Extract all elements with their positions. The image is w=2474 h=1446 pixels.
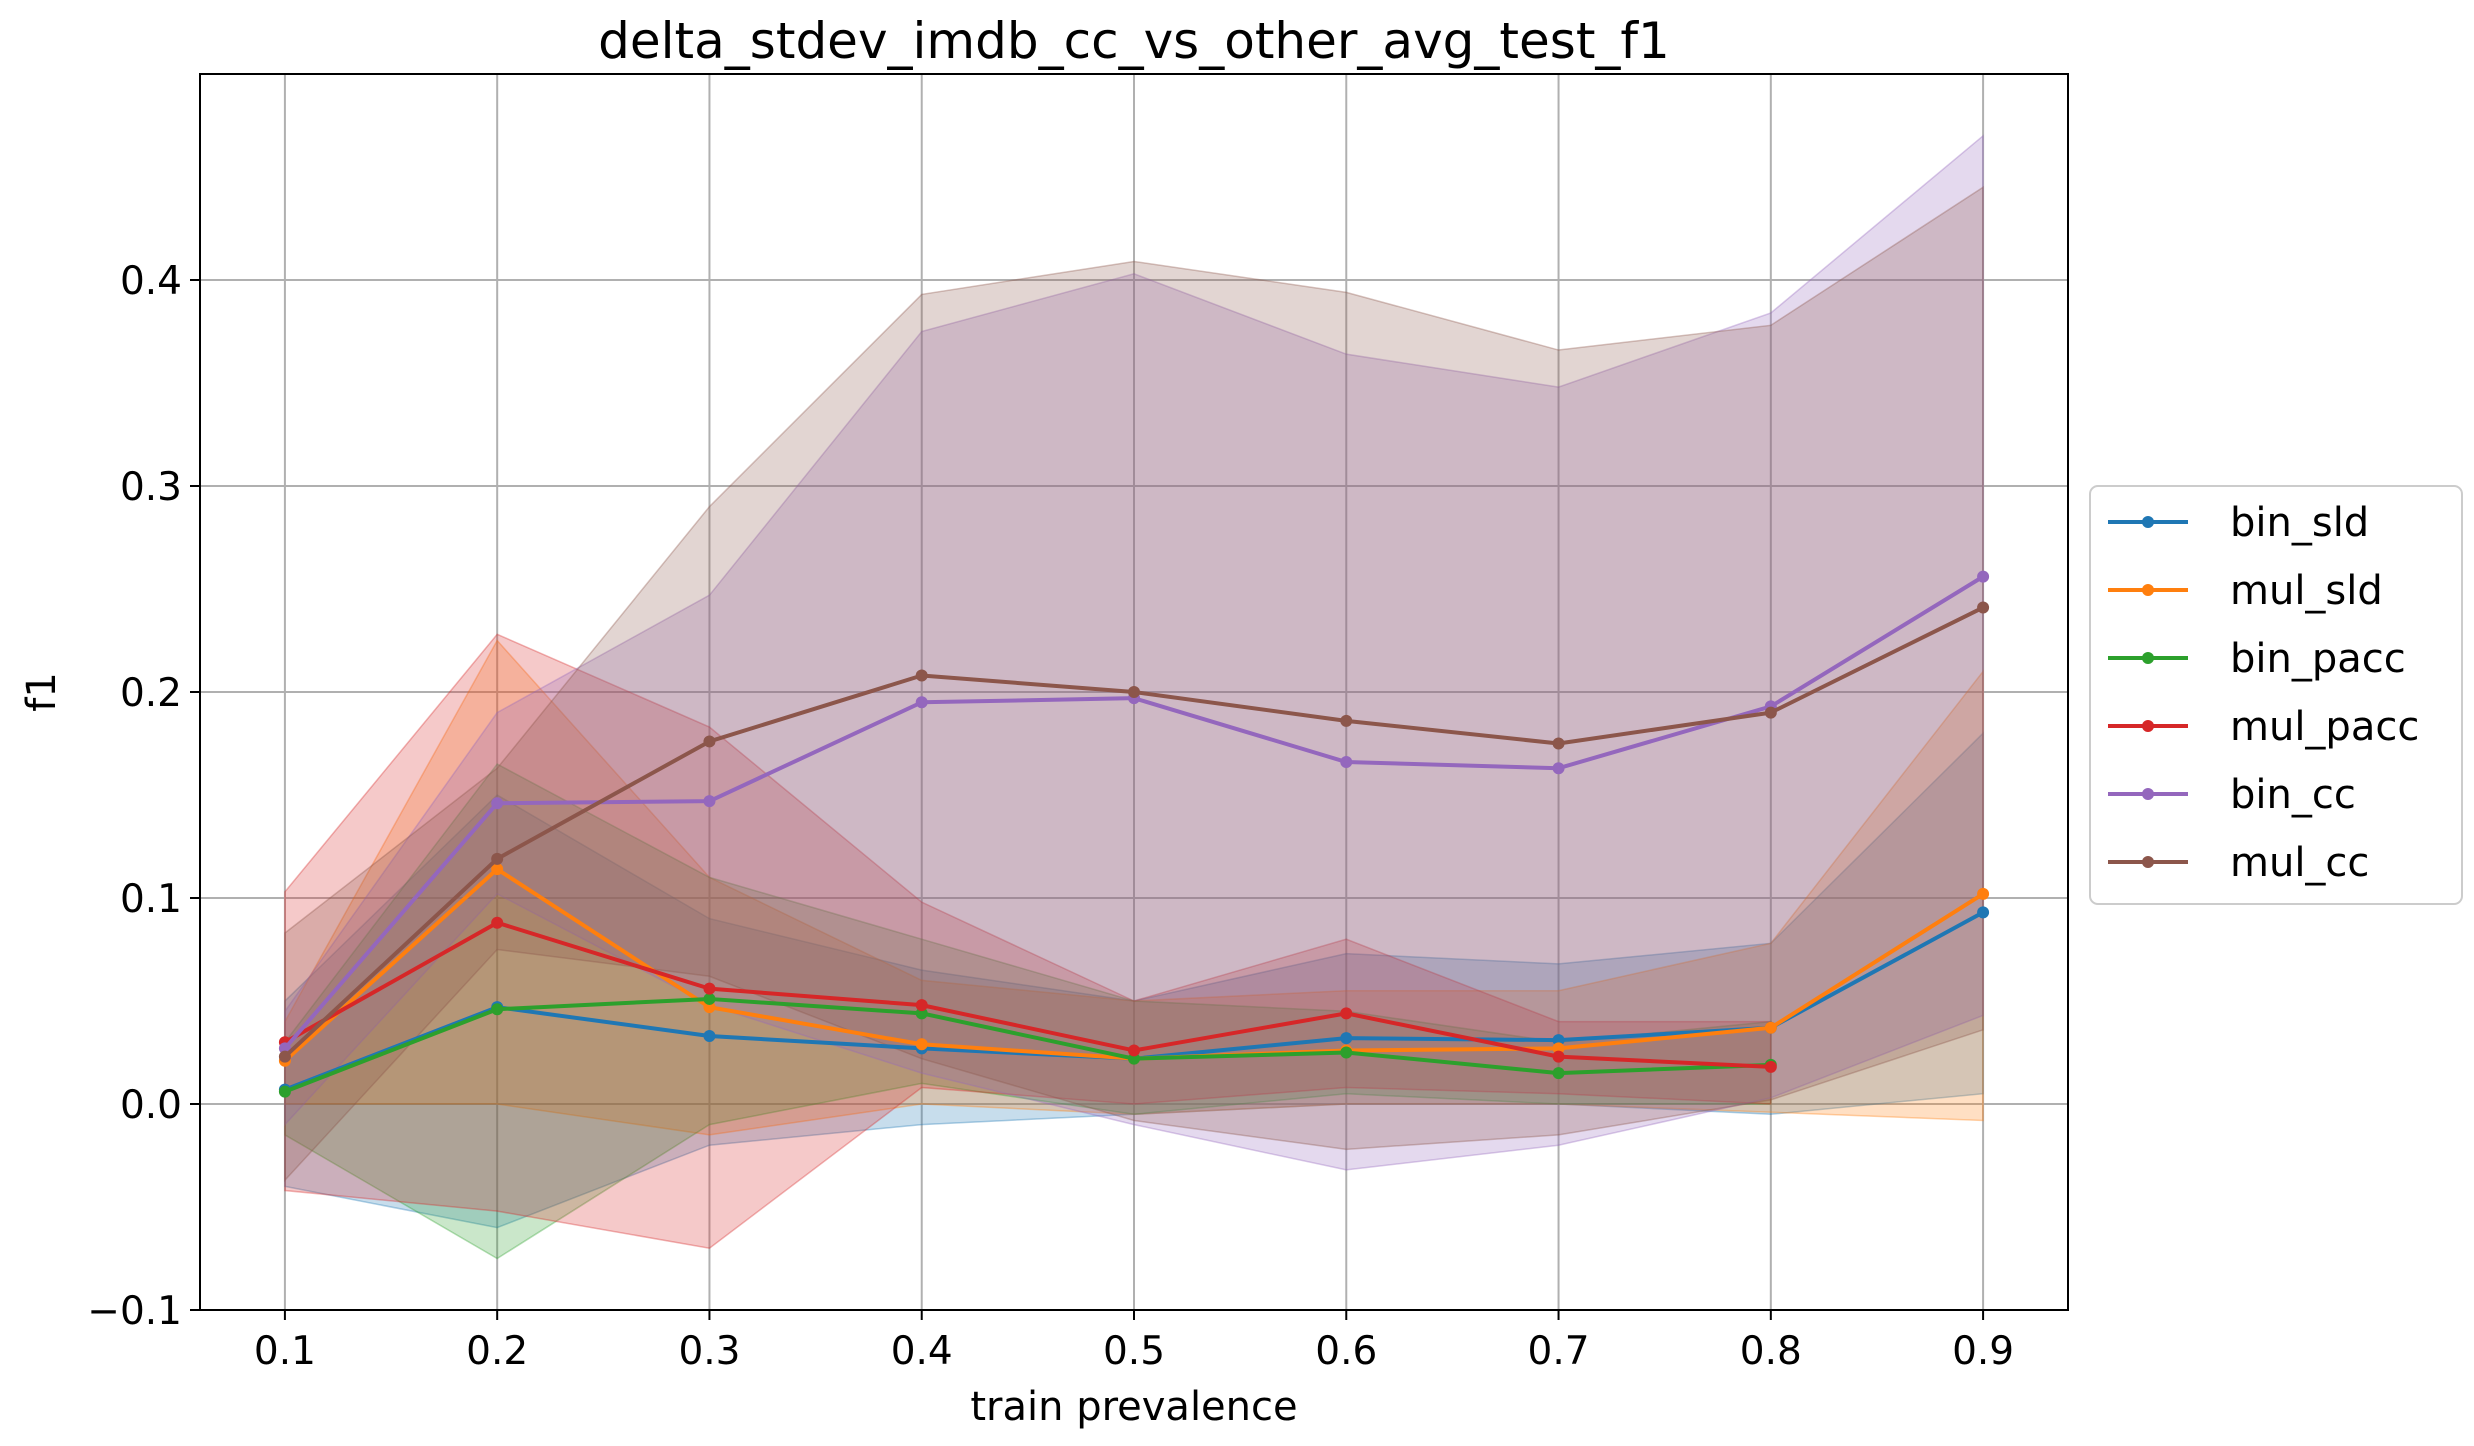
x-axis-label: train prevalence [970, 1384, 1297, 1430]
point-mul-pacc [491, 916, 504, 929]
y-tick-label: −0.1 [87, 1289, 182, 1334]
x-tick-label: 0.8 [1740, 1329, 1802, 1374]
series-lines [278, 570, 1990, 1098]
point-bin-cc [703, 795, 716, 808]
point-mul-pacc [1128, 1044, 1140, 1057]
band-mul-pacc [284, 633, 1772, 1249]
point-mul-cc [1977, 601, 1990, 614]
point-bin-sld [1340, 1032, 1353, 1045]
point-mul-cc [491, 852, 504, 865]
point-mul-cc [1764, 706, 1777, 719]
line-mul-pacc [283, 920, 1771, 1069]
point-mul-pacc [915, 999, 928, 1012]
legend-label-bin-sld: bin_sld [2230, 500, 2369, 546]
point-mul-pacc [1340, 1007, 1353, 1020]
y-tick-label: 0.4 [120, 259, 182, 304]
legend-marker-bin-pacc [2142, 652, 2154, 664]
point-bin-pacc [703, 992, 716, 1005]
point-mul-cc [703, 735, 716, 748]
point-bin-pacc [491, 1003, 504, 1016]
x-tick-label: 0.1 [254, 1329, 316, 1374]
point-mul-pacc [1552, 1050, 1565, 1063]
band-mul-cc [284, 185, 1984, 1183]
y-tick-label: 0.3 [120, 465, 182, 510]
point-mul-cc [915, 669, 928, 682]
point-bin-cc [1340, 756, 1353, 769]
point-bin-sld [703, 1030, 716, 1043]
legend-label-mul-sld: mul_sld [2230, 568, 2383, 614]
legend-marker-mul-sld [2142, 584, 2154, 596]
point-mul-sld [1977, 887, 1990, 900]
x-tick-label: 0.4 [891, 1329, 953, 1374]
x-tick-label: 0.7 [1528, 1329, 1590, 1374]
point-bin-sld [1977, 906, 1990, 919]
point-bin-cc [915, 696, 928, 709]
legend-marker-bin-cc [2142, 788, 2154, 800]
y-tick-label: 0.2 [120, 671, 182, 716]
legend-label-mul-cc: mul_cc [2230, 840, 2369, 886]
legend-marker-mul-cc [2142, 856, 2154, 868]
chart-title: delta_stdev_imdb_cc_vs_other_avg_test_f1 [598, 12, 1670, 70]
point-bin-cc [1977, 570, 1990, 583]
point-mul-sld [1764, 1021, 1777, 1034]
legend-marker-mul-pacc [2142, 720, 2154, 732]
x-tick-label: 0.9 [1952, 1329, 2014, 1374]
axis-ticks: 0.1 0.2 0.3 0.4 0.5 0.6 0.7 0.8 0.9 −0.1 0.0 0.1 0.2… [87, 259, 2014, 1374]
point-bin-pacc [278, 1085, 291, 1098]
point-mul-sld [1552, 1042, 1565, 1055]
band-bin-pacc [284, 763, 1772, 1260]
legend-label-bin-cc: bin_cc [2230, 772, 2356, 818]
x-tick-label: 0.3 [678, 1329, 740, 1374]
point-bin-pacc [1340, 1046, 1353, 1059]
point-mul-cc [278, 1050, 291, 1063]
legend-label-bin-pacc: bin_pacc [2230, 636, 2406, 682]
point-mul-cc [1128, 686, 1140, 698]
band-bin-sld [284, 731, 1984, 1229]
x-tick-label: 0.2 [466, 1329, 528, 1374]
point-mul-sld [915, 1038, 928, 1051]
y-axis-label: f1 [19, 672, 65, 712]
legend-label-mul-pacc: mul_pacc [2230, 704, 2419, 750]
legend: bin_sld mul_sld bin_pacc mul_pacc bin_cc mul_… [2089, 485, 2463, 905]
y-tick-label: 0.1 [120, 877, 182, 922]
point-bin-cc [491, 797, 504, 810]
point-mul-cc [1552, 737, 1565, 750]
point-mul-sld [703, 1001, 716, 1014]
legend-marker-bin-sld [2142, 516, 2154, 528]
point-mul-pacc [1764, 1060, 1777, 1073]
x-tick-label: 0.6 [1315, 1329, 1377, 1374]
point-bin-pacc [1128, 1052, 1140, 1065]
point-mul-pacc [703, 982, 716, 995]
point-bin-pacc [915, 1007, 928, 1020]
point-bin-cc [1552, 762, 1565, 775]
point-bin-sld [1552, 1034, 1565, 1047]
point-mul-sld [491, 863, 504, 876]
confidence-bands [284, 134, 1984, 1260]
point-mul-cc [1340, 714, 1353, 727]
y-tick-label: 0.0 [120, 1083, 182, 1128]
point-bin-pacc [1552, 1067, 1565, 1080]
line-bin-pacc [284, 996, 1771, 1094]
x-tick-label: 0.5 [1103, 1329, 1165, 1374]
